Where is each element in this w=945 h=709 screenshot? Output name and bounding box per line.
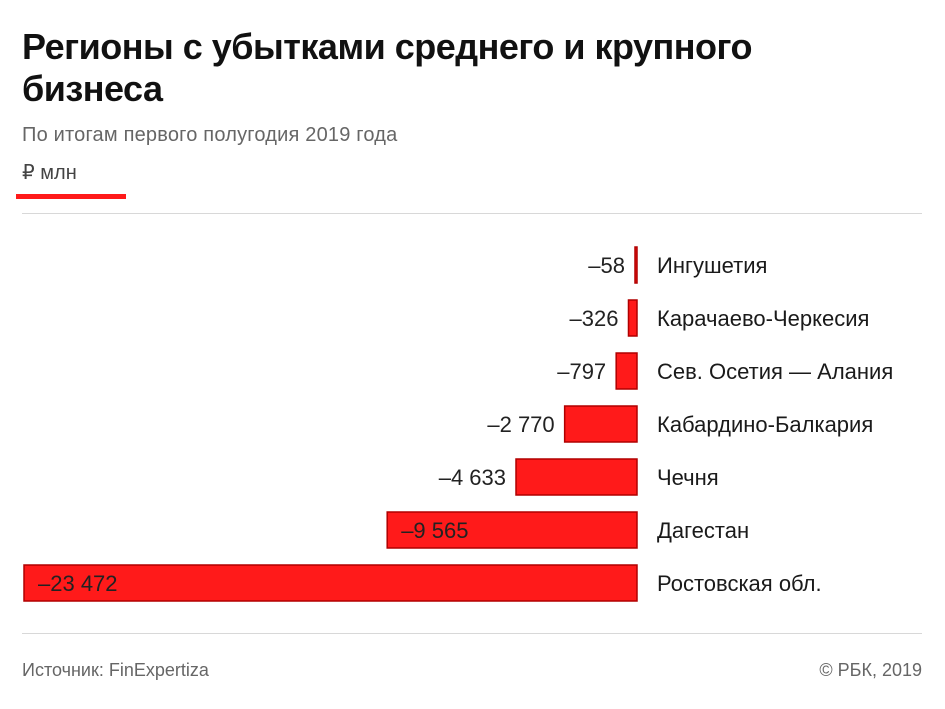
bottom-divider [22, 633, 922, 634]
bar [615, 352, 638, 390]
bar [563, 405, 638, 443]
category-label: Ингушетия [657, 253, 767, 278]
bar [23, 564, 638, 602]
bar [386, 511, 638, 549]
unit-label: ₽ млн [22, 162, 77, 184]
copyright-note: © РБК, 2019 [819, 660, 922, 680]
category-label: Кабардино-Балкария [657, 412, 873, 437]
source-note: Источник: FinExpertiza [22, 660, 209, 680]
top-divider [22, 213, 922, 214]
unit-underline-accent [16, 194, 126, 199]
value-label: –23 472 [38, 571, 118, 596]
category-label: Ростовская обл. [657, 571, 822, 596]
chart-subtitle: По итогам первого полугодия 2019 года [22, 124, 398, 146]
value-label: –4 633 [439, 465, 506, 490]
value-label: –326 [570, 306, 619, 331]
value-label: –797 [557, 359, 606, 384]
bar [515, 458, 638, 496]
bar [634, 246, 638, 284]
value-label: –2 770 [487, 412, 554, 437]
chart-title: Регионы с убытками среднего и крупного б… [22, 26, 753, 109]
category-label: Чечня [657, 465, 719, 490]
category-label: Карачаево-Черкесия [657, 306, 869, 331]
category-label: Дагестан [657, 518, 749, 543]
bar [627, 299, 638, 337]
value-label: –9 565 [401, 518, 468, 543]
value-label: –58 [588, 253, 625, 278]
category-label: Сев. Осетия — Алания [657, 359, 893, 384]
